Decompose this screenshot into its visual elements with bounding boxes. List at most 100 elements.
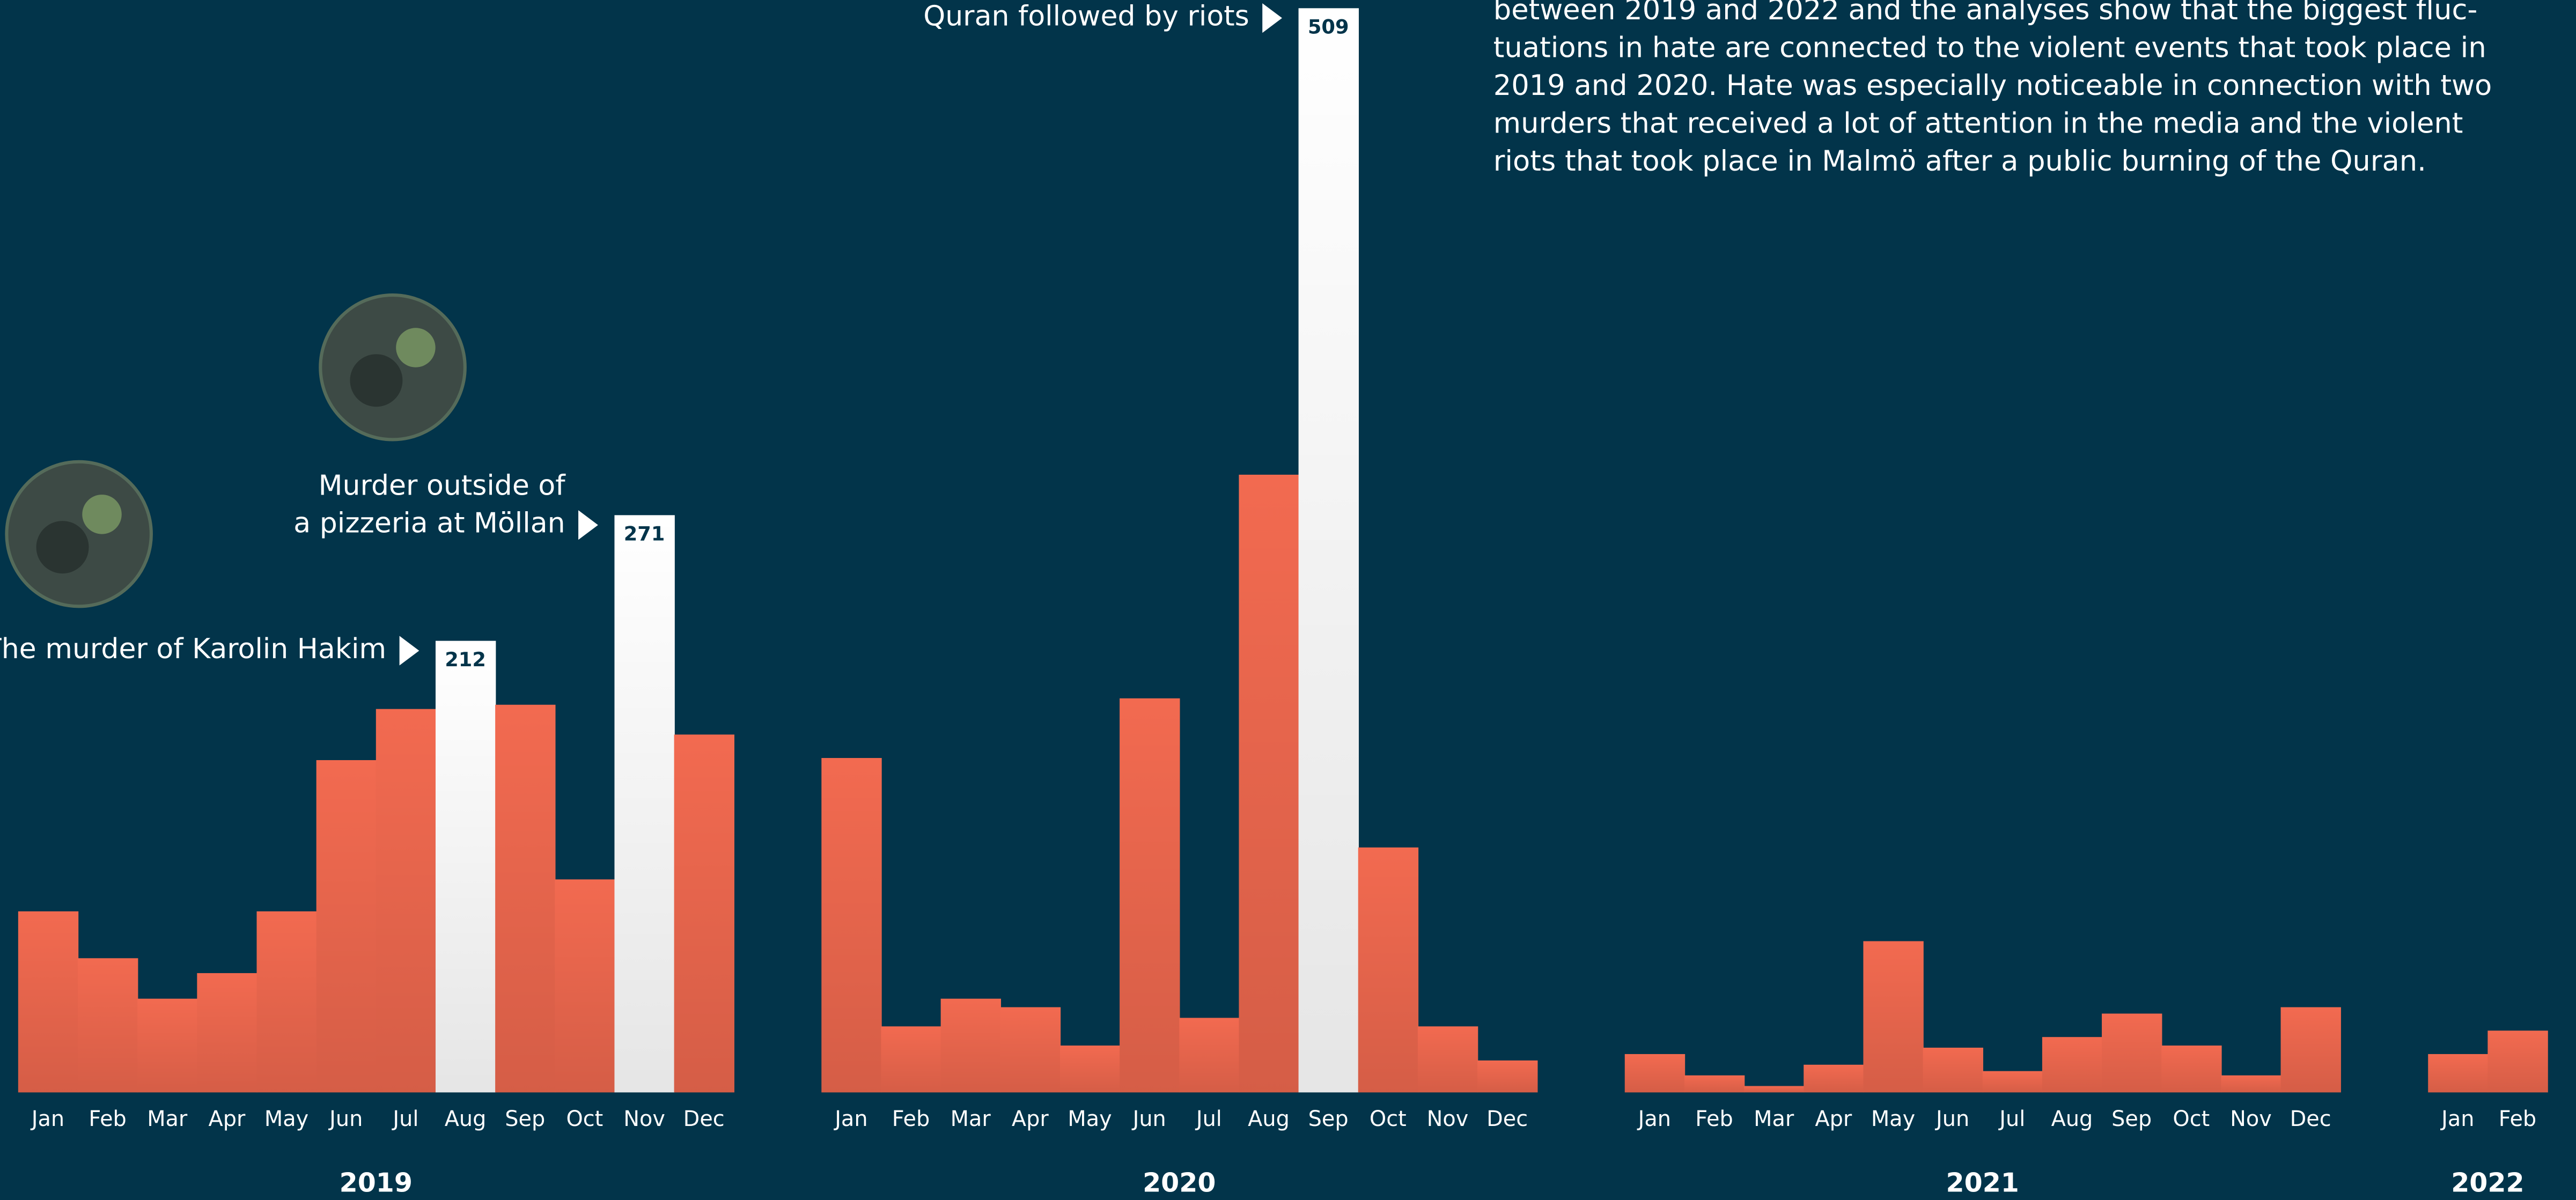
paragraph-line: between 2019 and 2022 and the analyses s… (1493, 0, 2478, 26)
month-label: Jun (328, 1107, 363, 1131)
bar-shade (1684, 1075, 1745, 1093)
annotation-arrow (1262, 3, 1282, 33)
value-label: 271 (624, 522, 665, 546)
month-label: Apr (1012, 1107, 1049, 1131)
annotation-arrow (578, 510, 598, 540)
bar-shade (1804, 1064, 1864, 1093)
bar-shade (1059, 1046, 1121, 1093)
bar-shade (2221, 1075, 2281, 1093)
bar-shade (2487, 1030, 2548, 1093)
month-label: Dec (1486, 1107, 1528, 1131)
bar-shade (1624, 1054, 1686, 1093)
photo-detail (82, 495, 122, 534)
month-label: Feb (89, 1107, 126, 1131)
paragraph-line: riots that took place in Malmö after a p… (1493, 145, 2426, 178)
year-label: 2019 (340, 1167, 413, 1198)
month-label: Feb (892, 1107, 930, 1131)
month-label: Jun (1934, 1107, 1969, 1131)
month-label: Feb (2499, 1107, 2536, 1131)
month-label: Mar (951, 1107, 991, 1131)
bar-shade (197, 973, 257, 1093)
bar-shade (435, 641, 496, 1093)
bar-shade (881, 1026, 941, 1093)
year-label: 2022 (2451, 1167, 2524, 1198)
bar-shade (2102, 1013, 2162, 1093)
bar-shade (18, 911, 79, 1093)
paragraph-line: 2019 and 2020. Hate was especially notic… (1493, 69, 2492, 102)
bar-shade (1358, 847, 1419, 1093)
bar-shade (555, 879, 615, 1093)
bar-shade (2428, 1054, 2489, 1093)
month-label: Aug (2051, 1107, 2093, 1131)
annotation-text: a pizzeria at Möllan (293, 507, 565, 540)
bar-shade (495, 704, 556, 1093)
month-label: Oct (1370, 1107, 1407, 1131)
bar-shade (1863, 941, 1924, 1093)
month-label: May (1871, 1107, 1915, 1131)
month-label: Aug (445, 1107, 487, 1131)
bar-shade (137, 998, 198, 1093)
bar-shade (674, 734, 735, 1093)
photo-detail (36, 521, 89, 574)
bar-shade (1477, 1060, 1538, 1093)
month-label: May (264, 1107, 308, 1131)
paragraph-line: tuations in hate are connected to the vi… (1493, 32, 2486, 64)
annotation-arrow (399, 636, 419, 666)
month-label: Dec (683, 1107, 725, 1131)
paragraph-line: murders that received a lot of attention… (1493, 107, 2463, 139)
bar-shade (2161, 1046, 2222, 1093)
bar-shade (1000, 1007, 1061, 1093)
bar-shade (1298, 8, 1359, 1093)
bar-shade (1179, 1018, 1240, 1093)
value-label: 212 (445, 648, 486, 671)
bar-shade (1239, 474, 1299, 1093)
month-label: Nov (623, 1107, 665, 1131)
month-label: May (1068, 1107, 1112, 1131)
bar-shade (614, 515, 675, 1093)
month-label: Jun (1131, 1107, 1166, 1131)
month-label: Mar (1754, 1107, 1794, 1131)
photo-detail (396, 328, 436, 367)
bar-shade (2280, 1007, 2341, 1093)
month-label: Feb (1695, 1107, 1733, 1131)
month-label: Mar (147, 1107, 188, 1131)
month-label: Jul (391, 1107, 418, 1131)
bar-shade (1982, 1071, 2043, 1093)
value-label: 509 (1308, 16, 1349, 39)
month-label: Jul (1195, 1107, 1222, 1131)
bar-shade (940, 998, 1002, 1093)
bar-shade (316, 760, 377, 1093)
month-label: Jan (1637, 1107, 1671, 1131)
bar-shade (256, 911, 317, 1093)
month-label: Oct (2173, 1107, 2210, 1131)
bar-shade (376, 709, 437, 1093)
month-label: Apr (208, 1107, 245, 1131)
bar-shade (821, 758, 882, 1093)
month-label: Apr (1815, 1107, 1852, 1131)
year-label: 2020 (1143, 1167, 1216, 1198)
month-label: Oct (566, 1107, 603, 1131)
month-label: Aug (1248, 1107, 1290, 1131)
annotation-text: Murder outside of (319, 469, 566, 502)
bar-shade (1120, 698, 1180, 1093)
month-label: Sep (505, 1107, 545, 1131)
annotation-text: Quran followed by riots (923, 1, 1249, 33)
bar-shade (2042, 1037, 2103, 1093)
month-label: Jan (2440, 1107, 2474, 1131)
photo-detail (350, 354, 403, 407)
annotation-text: The murder of Karolin Hakim (0, 633, 386, 665)
month-label: Dec (2290, 1107, 2331, 1131)
bar-shade (1923, 1048, 1983, 1093)
month-label: Nov (2230, 1107, 2272, 1131)
bar-shade (1417, 1026, 1478, 1093)
month-label: Sep (1308, 1107, 1349, 1131)
month-label: Jul (1998, 1107, 2025, 1131)
month-label: Sep (2111, 1107, 2152, 1131)
bar-shade (1744, 1086, 1805, 1093)
month-label: Jan (833, 1107, 867, 1131)
month-label: Nov (1427, 1107, 1469, 1131)
month-label: Jan (30, 1107, 64, 1131)
year-label: 2021 (1946, 1167, 2019, 1198)
